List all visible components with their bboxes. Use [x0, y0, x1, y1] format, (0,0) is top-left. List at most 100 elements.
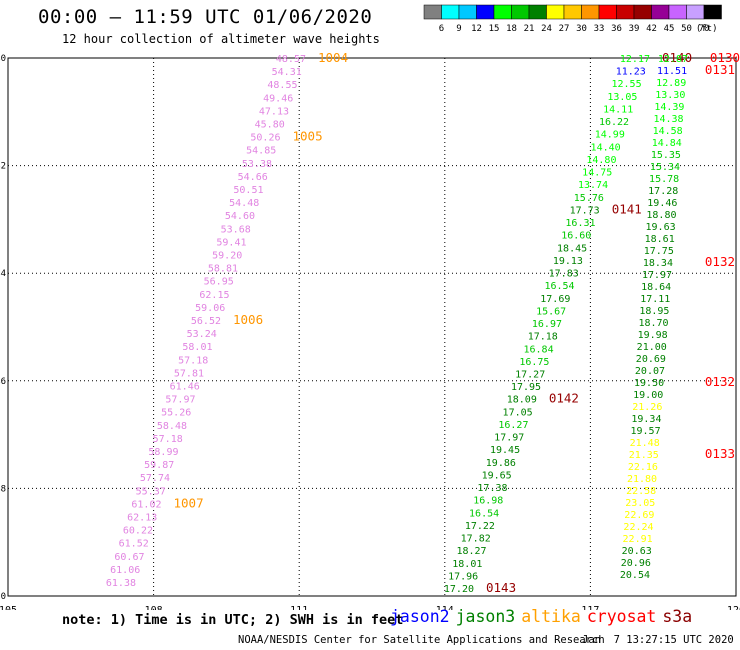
wave-height-value: 61.52 [119, 539, 149, 550]
wave-height-value: 12.17 [620, 54, 650, 65]
wave-height-value: 21.80 [627, 474, 657, 485]
wave-height-value: 54.60 [225, 211, 255, 222]
wave-height-value: 53.24 [187, 329, 217, 340]
wave-height-value: 19.65 [482, 470, 512, 481]
wave-height-value: 23.05 [625, 498, 655, 509]
wave-height-value: 56.95 [204, 277, 234, 288]
wave-height-value: 54.85 [246, 146, 276, 157]
wave-height-value: 50.51 [233, 185, 263, 196]
wave-height-value: 16.31 [565, 218, 595, 229]
wave-height-value: 56.52 [191, 316, 221, 327]
wave-height-value: 60.67 [114, 552, 144, 563]
latitude-label: 44 [0, 269, 6, 279]
color-scale-tick-label: 30 [576, 24, 587, 34]
wave-height-value: 14.38 [653, 114, 683, 125]
color-scale-tick-label: 21 [524, 24, 535, 34]
color-scale-tick-label: 27 [559, 24, 570, 34]
wave-height-value: 61.46 [170, 382, 200, 393]
legend-jason2: jason2 [390, 607, 450, 626]
color-scale-swatch [703, 4, 722, 20]
color-scale-tick-label: 15 [489, 24, 500, 34]
color-scale-unit: (ft) [696, 24, 718, 34]
wave-height-value: 14.40 [591, 142, 621, 153]
color-scale-tick-label: 6 [439, 24, 444, 34]
wave-height-value: 54.66 [238, 172, 268, 183]
wave-height-value: 50.26 [250, 133, 280, 144]
wave-height-value: 55.26 [161, 408, 191, 419]
wave-height-value: 17.97 [494, 433, 524, 444]
wave-height-value: 17.28 [648, 186, 678, 197]
wave-height-value: 17.75 [644, 246, 674, 257]
wave-height-value: 20.96 [621, 558, 651, 569]
wave-height-value: 17.73 [570, 205, 600, 216]
wave-height-value: 61.38 [106, 578, 136, 589]
legend-jason3: jason3 [455, 607, 516, 626]
wave-height-value: 54.48 [229, 198, 259, 209]
wave-height-value: 18.09 [507, 395, 537, 406]
wave-height-value: 61.06 [110, 565, 140, 576]
wave-height-value: 18.34 [643, 258, 673, 269]
footer-timestamp: Jan 7 13:27:15 UTC 2020 [582, 634, 734, 646]
wave-height-value: 19.34 [631, 414, 661, 425]
pass-time-label: 0142 [549, 391, 579, 406]
wave-height-value: 17.27 [515, 370, 545, 381]
color-scale-legend: 6 9 12 15 18 21 24 27 30 33 36 39 42 45 50 70(ft) [423, 4, 722, 34]
color-scale-tick-label: 33 [594, 24, 605, 34]
wave-height-value: 16.22 [599, 117, 629, 128]
wave-height-value: 16.98 [473, 496, 503, 507]
wave-height-value: 15.76 [574, 193, 604, 204]
wave-height-value: 19.57 [630, 426, 660, 437]
wave-height-value: 16.60 [561, 231, 591, 242]
wave-height-value: 18.64 [641, 282, 671, 293]
wave-height-value: 19.45 [490, 445, 520, 456]
legend-cryosat: cryosat [586, 607, 657, 626]
page-subtitle: 12 hour collection of altimeter wave hei… [62, 32, 380, 46]
wave-height-value: 18.01 [452, 559, 482, 570]
longitude-label: 108 [145, 605, 163, 610]
longitude-label: 105 [0, 605, 17, 610]
wave-height-value: 59.87 [144, 460, 174, 471]
wave-height-value: 53.38 [242, 159, 272, 170]
wave-height-value: 17.22 [465, 521, 495, 532]
footer-credit: NOAA/NESDIS Center for Satellite Applica… [238, 634, 605, 646]
wave-height-value: 22.58 [626, 486, 656, 497]
note-text: note: 1) Time is in UTC; 2) SWH is in fe… [62, 612, 404, 628]
wave-height-value: 62.13 [127, 513, 157, 524]
wave-height-value: 14.75 [582, 168, 612, 179]
pass-time-label: 1007 [174, 495, 204, 510]
wave-height-value: 57.81 [174, 368, 204, 379]
wave-height-value: 18.80 [646, 210, 676, 221]
page-title: 00:00 – 11:59 UTC 01/06/2020 [38, 6, 373, 28]
wave-height-value: 13.30 [655, 90, 685, 101]
wave-height-value: 14.80 [586, 155, 616, 166]
wave-height-value: 16.54 [544, 281, 574, 292]
legend-s3a: s3a [662, 607, 693, 626]
latitude-label: 46 [0, 377, 6, 387]
wave-height-value: 17.69 [540, 294, 570, 305]
pass-time-label: 0132 [705, 374, 735, 389]
longitude-label: 114 [436, 605, 454, 610]
wave-height-value: 20.54 [620, 570, 650, 581]
wave-height-value: 16.54 [469, 508, 499, 519]
color-scale-tick-label: 70 [699, 24, 710, 34]
wave-height-value: 59.41 [216, 237, 246, 248]
wave-height-value: 21.35 [629, 450, 659, 461]
pass-time-label: 0130 [710, 50, 740, 65]
wave-height-value: 59.06 [195, 303, 225, 314]
wave-height-value: 20.63 [622, 546, 652, 557]
wave-height-value: 22.69 [624, 510, 654, 521]
wave-height-value: 57.18 [153, 434, 183, 445]
wave-height-value: 16.84 [524, 344, 554, 355]
pass-time-label: 0141 [612, 201, 642, 216]
wave-height-value: 12.89 [656, 78, 686, 89]
wave-height-value: 14.58 [653, 126, 683, 137]
wave-height-value: 18.27 [456, 546, 486, 557]
wave-height-value: 19.13 [553, 256, 583, 267]
legend-altika: altika [521, 607, 581, 626]
wave-height-value: 21.26 [632, 402, 662, 413]
pass-time-label: 0132 [705, 254, 735, 269]
wave-height-value: 17.38 [477, 483, 507, 494]
latitude-label: 50 [0, 592, 6, 602]
wave-height-value: 22.91 [623, 534, 653, 545]
pass-time-label: 1005 [293, 129, 323, 144]
